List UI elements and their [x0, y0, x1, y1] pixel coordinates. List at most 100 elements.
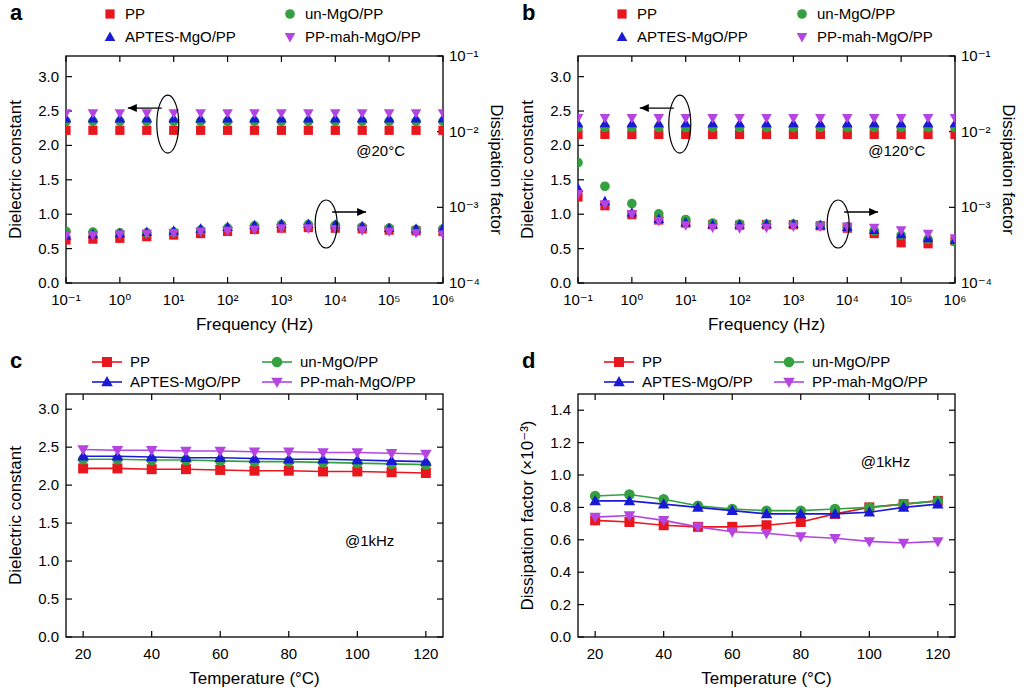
panel: 10⁻¹10⁰10¹10²10³10⁴10⁵10⁶0.00.51.01.52.0…: [6, 0, 506, 334]
data-point: [385, 126, 394, 135]
x-tick-top: [901, 56, 902, 62]
data-point: [788, 222, 799, 231]
y-tick: [66, 76, 72, 77]
data-point: [180, 447, 192, 457]
legend-marker: [617, 9, 626, 18]
y-axis-label: Dielectric constant: [6, 100, 25, 239]
data-point: [115, 109, 126, 118]
x-tick-label: 10⁻¹: [51, 291, 81, 308]
data-point: [692, 501, 704, 511]
y-tick-label: 1.0: [550, 205, 571, 222]
y-tick-label: 0.0: [38, 274, 59, 291]
x-tick: [357, 631, 358, 637]
x-tick-label: 10⁰: [621, 291, 644, 308]
y-tick: [578, 282, 584, 283]
legend-label: APTES-MgO/PP: [130, 373, 241, 390]
x-tick-label: 10²: [217, 291, 239, 308]
y-tick: [578, 179, 584, 180]
x-tick-label: 10¹: [675, 291, 697, 308]
x-tick-top: [685, 56, 686, 62]
y-tick: [66, 145, 72, 146]
y-tick-right: [437, 522, 443, 523]
data-point: [932, 537, 944, 547]
legend-entry: un-MgO/PP: [285, 5, 383, 22]
x-tick-label: 10³: [271, 291, 293, 308]
data-point: [214, 447, 226, 457]
legend-entry: PP: [105, 5, 145, 22]
data-point: [168, 229, 179, 238]
legend-label: PP-mah-MgO/PP: [300, 373, 416, 390]
legend-label: un-MgO/PP: [305, 5, 383, 22]
y-axis-label: Dissipation factor (×10⁻³): [518, 421, 537, 611]
x-tick-top: [739, 56, 740, 62]
y2-tick: [437, 282, 443, 283]
x-tick: [847, 277, 848, 283]
legend-label: APTES-MgO/PP: [642, 373, 753, 390]
y2-tick-label: 10⁻³: [449, 198, 479, 215]
panel: 10⁻¹10⁰10¹10²10³10⁴10⁵10⁶0.00.51.01.52.0…: [518, 0, 1018, 334]
y-tick: [578, 442, 584, 443]
legend-marker: [105, 31, 116, 40]
x-tick-label: 100: [345, 645, 370, 662]
data-point: [869, 224, 880, 233]
data-point: [932, 498, 944, 508]
legend-label: APTES-MgO/PP: [637, 28, 748, 45]
data-point: [66, 231, 71, 240]
legend-entry: APTES-MgO/PP: [617, 28, 748, 45]
y-tick-label: 3.0: [38, 400, 59, 417]
x-tick-top: [335, 56, 336, 62]
data-point: [950, 234, 955, 243]
data-point: [317, 448, 329, 458]
data-point: [438, 126, 443, 135]
legend-marker: [797, 9, 807, 19]
data-point: [627, 199, 637, 209]
y-tick-label: 0.0: [550, 628, 571, 645]
panel-label: b: [522, 0, 535, 25]
legend-label: PP: [637, 5, 657, 22]
data-point: [829, 508, 841, 518]
x-tick: [739, 277, 740, 283]
x-tick-label: 40: [143, 645, 160, 662]
annotation: @120°C: [868, 142, 925, 159]
legend-marker: [783, 378, 795, 388]
data-point: [761, 529, 773, 539]
y-tick-right: [437, 447, 443, 448]
y2-tick: [437, 207, 443, 208]
x-tick: [389, 277, 390, 283]
x-tick-top: [288, 394, 289, 400]
data-point: [112, 446, 124, 456]
y-tick-label: 0.5: [550, 240, 571, 257]
data-point: [815, 114, 826, 123]
x-tick-top: [173, 56, 174, 62]
x-tick: [869, 631, 870, 637]
y-tick-right: [949, 604, 955, 605]
y-tick: [578, 604, 584, 605]
y-tick-label: 0.0: [38, 628, 59, 645]
x-tick-label: 40: [655, 645, 672, 662]
axis-ellipse: [157, 95, 179, 153]
y-tick-right: [949, 442, 955, 443]
data-point: [734, 114, 745, 123]
y-tick-label: 1.4: [550, 401, 571, 418]
x-tick-top: [793, 56, 794, 62]
legend-label: PP-mah-MgO/PP: [817, 28, 933, 45]
x-tick: [220, 631, 221, 637]
x-tick: [83, 631, 84, 637]
data-point: [88, 109, 99, 118]
x-tick: [281, 277, 282, 283]
y-tick-label: 2.0: [38, 136, 59, 153]
data-point: [411, 126, 420, 135]
x-tick: [288, 631, 289, 637]
data-point: [600, 201, 609, 210]
legend-entry: PP-mah-MgO/PP: [285, 28, 421, 45]
x-tick-label: 10²: [729, 291, 751, 308]
x-tick-top: [389, 56, 390, 62]
data-point: [146, 446, 158, 456]
legend-entry: APTES-MgO/PP: [105, 28, 236, 45]
data-point: [762, 520, 772, 530]
data-point: [223, 126, 232, 135]
y-tick: [66, 522, 72, 523]
data-point: [357, 109, 368, 118]
y-tick-label: 1.5: [550, 171, 571, 188]
data-group: [578, 114, 955, 248]
